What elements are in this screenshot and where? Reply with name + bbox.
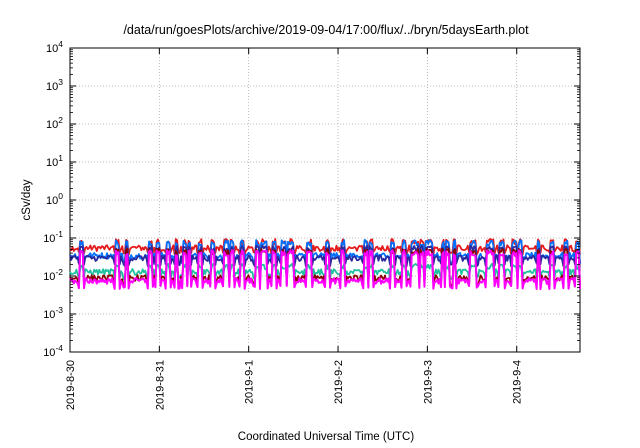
- y-tick-label: 104: [46, 39, 63, 55]
- y-tick-label: 101: [46, 153, 63, 169]
- x-tick-label: 2019-8-30: [65, 360, 77, 410]
- series-line-6: [69, 249, 581, 291]
- grid: [70, 48, 580, 352]
- y-tick-label: 103: [46, 77, 63, 93]
- x-tick-label: 2019-9-1: [244, 360, 256, 404]
- y-tick-label: 10-1: [43, 229, 63, 245]
- x-axis: 2019-8-30 2019-8-31 2019-9-1 2019-9-2 2019-9…: [65, 48, 524, 410]
- y-tick-label: 10-2: [43, 267, 63, 283]
- y-tick-label: 102: [46, 115, 63, 131]
- y-tick-label: 100: [46, 191, 63, 207]
- x-tick-label: 2019-9-3: [422, 360, 434, 404]
- series-group: [69, 238, 581, 291]
- y-axis: 10-4 10-3 10-2 10-1 100 101 102 103 104: [43, 39, 580, 359]
- x-axis-label: Coordinated Universal Time (UTC): [238, 431, 415, 443]
- x-tick-label: 2019-8-31: [154, 360, 166, 410]
- y-tick-label: 10-4: [43, 343, 63, 359]
- x-tick-label: 2019-9-4: [512, 360, 524, 404]
- chart-title: /data/run/goesPlots/archive/2019-09-04/1…: [123, 23, 529, 37]
- y-tick-label: 10-3: [43, 305, 63, 321]
- y-axis-label: cSv/day: [21, 179, 33, 220]
- x-tick-label: 2019-9-2: [333, 360, 345, 404]
